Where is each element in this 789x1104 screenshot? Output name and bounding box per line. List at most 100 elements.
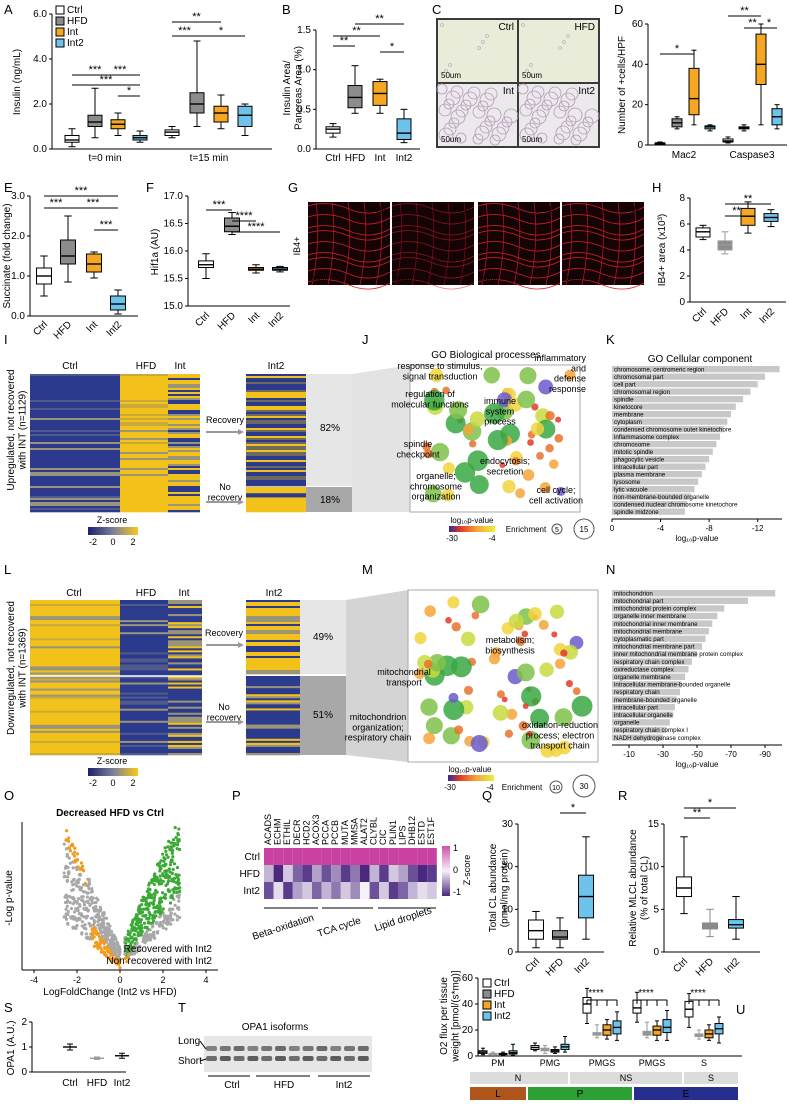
panel-l-heat-int-row <box>168 710 202 714</box>
panel-i-heat-ctrl-row <box>30 394 120 397</box>
panel-k-term: spindle <box>614 396 634 403</box>
panel-l-pct-bottom-bg <box>300 676 346 755</box>
panel-p-gene-label: PLIN1 <box>388 820 398 845</box>
panel-o-point <box>71 852 75 856</box>
panel-i-heat-hfd-row <box>120 466 168 469</box>
panel-l-heat-int-row <box>168 636 202 639</box>
panel-b-box-HFD <box>347 65 363 114</box>
panel-a-y-tick-label: 0.0 <box>33 144 47 155</box>
panel-i-heat-int-row <box>168 448 200 451</box>
panel-h-x-tick-label: HFD <box>709 306 731 328</box>
panel-g-label: Int1 <box>543 205 557 214</box>
panel-i-heat-ctrl-row <box>30 374 120 377</box>
panel-e-sig: *** <box>75 185 89 197</box>
panel-letter-T: T <box>178 1000 186 1015</box>
panel-l-heat-int2-top-row <box>246 644 300 647</box>
panel-o-point <box>171 855 175 859</box>
panel-m-bubble <box>504 729 514 738</box>
panel-p-cell <box>379 882 389 899</box>
panel-o-point <box>133 917 137 921</box>
panel-i-heat-int-row <box>168 374 200 377</box>
panel-l-heat-int2-bottom-row <box>246 710 300 713</box>
panel-l-heat-ctrl-row <box>30 724 120 728</box>
panel-l-heat-int-row <box>168 714 202 718</box>
panel-g-vessel <box>307 230 391 241</box>
panel-o-point <box>72 910 77 914</box>
panel-c-cell <box>477 46 481 50</box>
panel-o-point <box>69 843 73 848</box>
panel-a-group-label: t=15 min <box>190 153 229 164</box>
panel-i-heat-ctrl-row <box>30 380 120 383</box>
panel-o-point <box>81 869 86 873</box>
panel-l-heat-int2-bottom-row <box>246 752 300 756</box>
panel-m-annotation-line: biosynthesis <box>485 645 535 655</box>
panel-l-heat-ctrl-row <box>30 628 120 631</box>
panel-i-heat-int-row <box>168 472 200 475</box>
panel-letter-N: N <box>606 562 615 577</box>
panel-a-legend-label: HFD <box>67 16 88 27</box>
panel-p-gene-label: DECR <box>292 819 302 845</box>
panel-m-bubble <box>414 668 426 680</box>
panel-p-zscore-tick: 0 <box>453 865 458 875</box>
panel-l-heat-int-row <box>168 626 202 629</box>
panel-r-box-Ctrl-box <box>676 876 692 898</box>
panel-i-heat-int2-bottom-row <box>246 487 306 490</box>
panel-f-box-Ctrl <box>198 253 214 279</box>
panel-l-heat-int2-top-row <box>246 612 300 615</box>
panel-n-bar <box>612 620 713 627</box>
panel-d-sig: ** <box>740 5 749 17</box>
panel-o-point <box>94 941 98 945</box>
panel-t-band-label: Long <box>178 1036 200 1047</box>
panel-l-heat-ctrl-row <box>30 670 120 673</box>
panel-o-point <box>83 923 87 927</box>
panel-i-heat-ctrl-row <box>30 420 120 423</box>
panel-i-heat-ctrl-row <box>30 460 120 463</box>
panel-p-cell <box>331 865 341 882</box>
panel-f-ylabel: Hif1a (AU) <box>150 229 161 276</box>
panel-l-heat-ctrl-row <box>30 736 120 740</box>
panel-l-heat-hfd-row <box>120 712 168 716</box>
panel-j-bubble <box>527 439 534 446</box>
panel-u-ylabel-line: O2 flux per tissue <box>439 977 450 1055</box>
panel-k-bar <box>612 381 758 388</box>
panel-o-point <box>84 932 89 936</box>
panel-b-ylabel-line: Insulin Area/ <box>282 60 293 115</box>
panel-c-cell <box>445 90 461 106</box>
panel-o-point <box>158 905 162 909</box>
panel-g-vessel <box>311 201 319 286</box>
panel-o-point <box>63 900 68 905</box>
panel-i-heat-hfd-row <box>120 406 168 409</box>
panel-l-heat-int2-bottom-row <box>246 746 300 750</box>
panel-o-point <box>87 887 91 891</box>
panel-j-bubble <box>484 403 505 424</box>
panel-j-annotation-line: organization <box>411 492 460 502</box>
panel-c-cell <box>491 126 507 142</box>
panel-c-cell <box>501 116 513 128</box>
panel-o-point <box>136 921 140 925</box>
panel-l-heat-hfd-row <box>120 730 168 734</box>
panel-o-point <box>177 847 182 852</box>
panel-m-bubble <box>554 658 566 669</box>
panel-o-point <box>142 934 147 938</box>
panel-d-y-tick-label: 0 <box>637 140 643 151</box>
panel-f-x-tick-label: Int <box>246 310 262 326</box>
panel-l-heat-int2-top-row <box>246 660 300 663</box>
panel-i-heat-hfd-row <box>120 404 168 407</box>
panel-g-vessel <box>343 201 351 286</box>
panel-g-vessel <box>359 201 367 286</box>
panel-i-heat-ctrl-row <box>30 458 120 461</box>
panel-i-heat-int-row <box>168 476 200 479</box>
panel-l-heat-int <box>168 600 202 756</box>
panel-l-heat-ctrl-row <box>30 624 120 627</box>
panel-i-heat-ctrl-row <box>30 494 120 497</box>
panel-o-point <box>175 890 179 894</box>
panel-t-band-short <box>275 1056 286 1061</box>
panel-j-annotation: organelle; chromosome organization <box>410 471 462 502</box>
panel-o-point <box>152 935 156 939</box>
panel-o-point <box>96 923 100 927</box>
panel-l-heat-int-row <box>168 702 202 705</box>
panel-m-bubble <box>448 692 459 703</box>
panel-h-sig: ** <box>744 193 753 205</box>
panel-j-bubble <box>463 424 474 435</box>
